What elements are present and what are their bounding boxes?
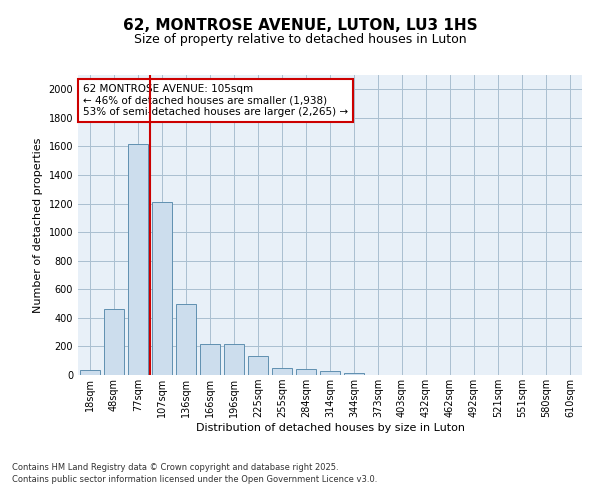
Y-axis label: Number of detached properties: Number of detached properties [33,138,43,312]
Bar [296,368,316,375]
Text: 62, MONTROSE AVENUE, LUTON, LU3 1HS: 62, MONTROSE AVENUE, LUTON, LU3 1HS [122,18,478,32]
Bar [320,372,340,375]
Text: Contains public sector information licensed under the Open Government Licence v3: Contains public sector information licen… [12,475,377,484]
Bar [200,344,220,375]
Bar [248,356,268,375]
Bar [224,344,244,375]
Bar [80,370,100,375]
Text: Contains HM Land Registry data © Crown copyright and database right 2025.: Contains HM Land Registry data © Crown c… [12,464,338,472]
Bar [128,144,148,375]
Text: Size of property relative to detached houses in Luton: Size of property relative to detached ho… [134,32,466,46]
Bar [176,304,196,375]
Bar [104,310,124,375]
Bar [152,202,172,375]
X-axis label: Distribution of detached houses by size in Luton: Distribution of detached houses by size … [196,423,464,433]
Bar [272,368,292,375]
Bar [344,373,364,375]
Text: 62 MONTROSE AVENUE: 105sqm
← 46% of detached houses are smaller (1,938)
53% of s: 62 MONTROSE AVENUE: 105sqm ← 46% of deta… [83,84,348,117]
